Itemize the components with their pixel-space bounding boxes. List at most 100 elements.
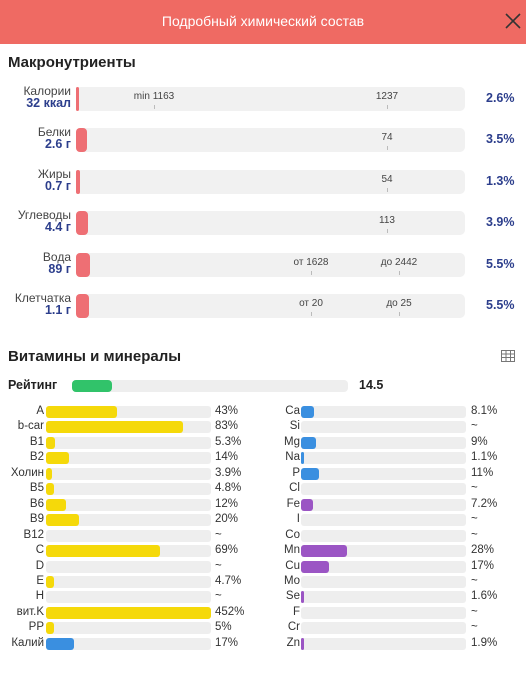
nutrient-bar-fill: [46, 575, 54, 588]
nutrient-row: B12 ~: [0, 529, 526, 544]
macro-name: Калории: [23, 84, 71, 98]
nutrient-row: Mg 9%: [0, 436, 526, 451]
nutrient-bar: [301, 529, 466, 542]
norm-marker-label: от 1628: [293, 257, 329, 268]
nutrient-bar: [46, 483, 211, 496]
nutrient-row: F ~: [0, 606, 526, 621]
nutrient-percent: ~: [471, 574, 478, 587]
nutrient-name: Холин: [10, 466, 44, 479]
nutrient-bar: [301, 560, 466, 573]
nutrient-name: Cl: [289, 482, 300, 495]
nutrient-bar-fill: [46, 498, 66, 511]
nutrient-bar: [301, 406, 466, 418]
macro-bar-fill: [76, 211, 88, 235]
nutrient-name: Mn: [284, 544, 300, 557]
nutrient-name: A: [36, 405, 44, 417]
nutrient-name: B2: [29, 451, 44, 464]
nutrient-row: Na 1.1%: [0, 451, 526, 466]
nutrient-percent: 5%: [215, 621, 232, 634]
nutrient-row: B5 4.8%: [0, 482, 526, 497]
macro-value: 32 ккал: [26, 96, 71, 110]
nutrient-row: Калий 17%: [0, 637, 526, 652]
nutrient-bar: [46, 514, 211, 527]
nutrient-name: E: [36, 574, 44, 587]
nutrient-row: Fe 7.2%: [0, 498, 526, 513]
macro-percent: 3.9%: [486, 215, 515, 229]
norm-marker-tick: [387, 105, 388, 109]
rating-bar: [72, 380, 348, 392]
nutrient-row: I ~: [0, 513, 526, 528]
nutrient-row: Mn 28%: [0, 544, 526, 559]
nutrient-name: вит.K: [16, 605, 44, 618]
macro-row: Калории 32 ккал min 1163 1237 2.6%: [0, 84, 526, 118]
rating-label: Рейтинг: [8, 378, 58, 392]
nutrient-row: D ~: [0, 560, 526, 575]
nutrient-row: B2 14%: [0, 451, 526, 466]
macro-percent: 3.5%: [486, 132, 515, 146]
macro-name: Клетчатка: [14, 291, 71, 305]
nutrient-percent: 7.2%: [471, 497, 498, 510]
norm-marker-label: 1237: [375, 91, 399, 102]
nutrient-row: Se 1.6%: [0, 590, 526, 605]
nutrient-bar: [46, 467, 211, 480]
nutrient-percent: ~: [471, 528, 478, 541]
nutrient-bar-fill: [46, 467, 52, 480]
dialog-header: Подробный химический состав: [0, 0, 526, 44]
norm-marker-tick: [399, 312, 400, 316]
nutrient-bar: [301, 575, 466, 588]
nutrient-percent: 4.8%: [215, 482, 242, 495]
nutrient-bar-fill: [46, 606, 211, 619]
nutrient-bar: [301, 514, 466, 527]
nutrient-bar: [301, 591, 466, 604]
nutrient-percent: 8.1%: [471, 405, 498, 417]
nutrient-bar: [301, 637, 466, 650]
nutrient-percent: 14%: [215, 451, 239, 464]
table-view-button[interactable]: [501, 349, 515, 362]
macro-name: Жиры: [37, 167, 71, 181]
nutrient-name: b-car: [17, 420, 44, 433]
nutrient-row: вит.K 452%: [0, 606, 526, 621]
nutrient-bar: [301, 452, 466, 465]
nutrient-bar-fill: [46, 514, 79, 527]
norm-marker-tick: [154, 105, 155, 109]
nutrient-row: E 4.7%: [0, 575, 526, 590]
nutrient-percent: ~: [471, 420, 478, 433]
macro-bar-fill: [76, 294, 89, 318]
nutrient-bar-fill: [46, 545, 160, 558]
nutrient-bar-fill: [301, 545, 347, 558]
nutrient-percent: 1.6%: [471, 590, 498, 603]
macro-bar: 54: [76, 170, 465, 194]
macro-row: Вода 89 г от 1628 до 2442 5.5%: [0, 250, 526, 284]
nutrient-bar: [301, 545, 466, 558]
macro-bar-fill: [76, 170, 80, 194]
nutrient-bar: [46, 560, 211, 573]
macro-value: 4.4 г: [44, 220, 71, 234]
nutrient-name: D: [35, 559, 44, 572]
nutrient-name: Si: [289, 420, 300, 433]
nutrient-name: H: [35, 590, 44, 603]
nutrient-name: Zn: [286, 636, 300, 649]
nutrient-bar-fill: [46, 421, 183, 434]
nutrient-row: Si ~: [0, 420, 526, 435]
nutrient-name: Fe: [286, 497, 300, 510]
nutrient-bar: [46, 529, 211, 542]
macro-value: 2.6 г: [44, 137, 71, 151]
nutrient-bar: [46, 421, 211, 434]
nutrient-percent: 452%: [215, 605, 245, 618]
norm-marker-tick: [387, 146, 388, 150]
macro-bar-fill: [76, 128, 87, 152]
rating-value: 14.5: [359, 378, 384, 392]
nutrient-bar-fill: [301, 637, 304, 650]
close-button[interactable]: [502, 10, 524, 32]
nutrient-percent: 69%: [215, 544, 239, 557]
nutrient-percent: 83%: [215, 420, 239, 433]
nutrient-name: Ca: [285, 405, 300, 417]
norm-marker-tick: [387, 188, 388, 192]
nutrient-row: Zn 1.9%: [0, 637, 526, 652]
nutrient-percent: 4.7%: [215, 574, 242, 587]
macro-bar: от 20 до 25: [76, 294, 465, 318]
macro-row: Углеводы 4.4 г 113 3.9%: [0, 208, 526, 242]
rating-bar-fill: [72, 380, 112, 392]
nutrient-row: B6 12%: [0, 498, 526, 513]
nutrient-name: B6: [29, 497, 44, 510]
